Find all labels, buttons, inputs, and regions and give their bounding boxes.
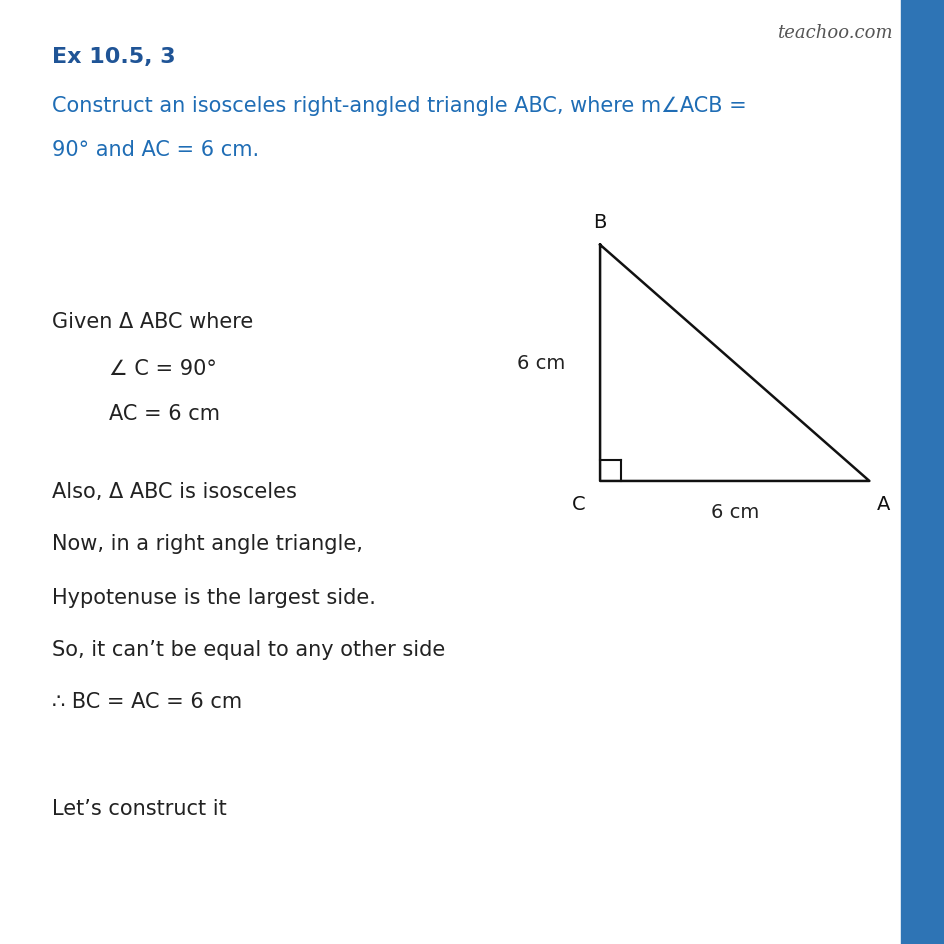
Text: Hypotenuse is the largest side.: Hypotenuse is the largest side. [52,587,376,607]
Text: teachoo.com: teachoo.com [777,24,892,42]
Text: Construct an isosceles right-angled triangle ABC, where m∠ACB =: Construct an isosceles right-angled tria… [52,96,746,116]
Text: C: C [572,495,585,514]
Text: Also, Δ ABC is isosceles: Also, Δ ABC is isosceles [52,481,296,501]
Text: 6 cm: 6 cm [516,354,565,373]
Text: Let’s construct it: Let’s construct it [52,798,227,818]
Text: ∴ BC = AC = 6 cm: ∴ BC = AC = 6 cm [52,691,242,711]
Text: Now, in a right angle triangle,: Now, in a right angle triangle, [52,533,362,553]
Text: 6 cm: 6 cm [710,502,759,521]
Text: So, it can’t be equal to any other side: So, it can’t be equal to any other side [52,639,445,659]
Text: Given Δ ABC where: Given Δ ABC where [52,312,253,331]
Text: A: A [876,495,889,514]
Text: Ex 10.5, 3: Ex 10.5, 3 [52,47,176,67]
Text: AC = 6 cm: AC = 6 cm [109,404,219,424]
Bar [900,0,944,944]
Text: ∠ C = 90°: ∠ C = 90° [109,359,216,379]
Text: B: B [593,212,606,231]
Text: 90° and AC = 6 cm.: 90° and AC = 6 cm. [52,140,259,160]
